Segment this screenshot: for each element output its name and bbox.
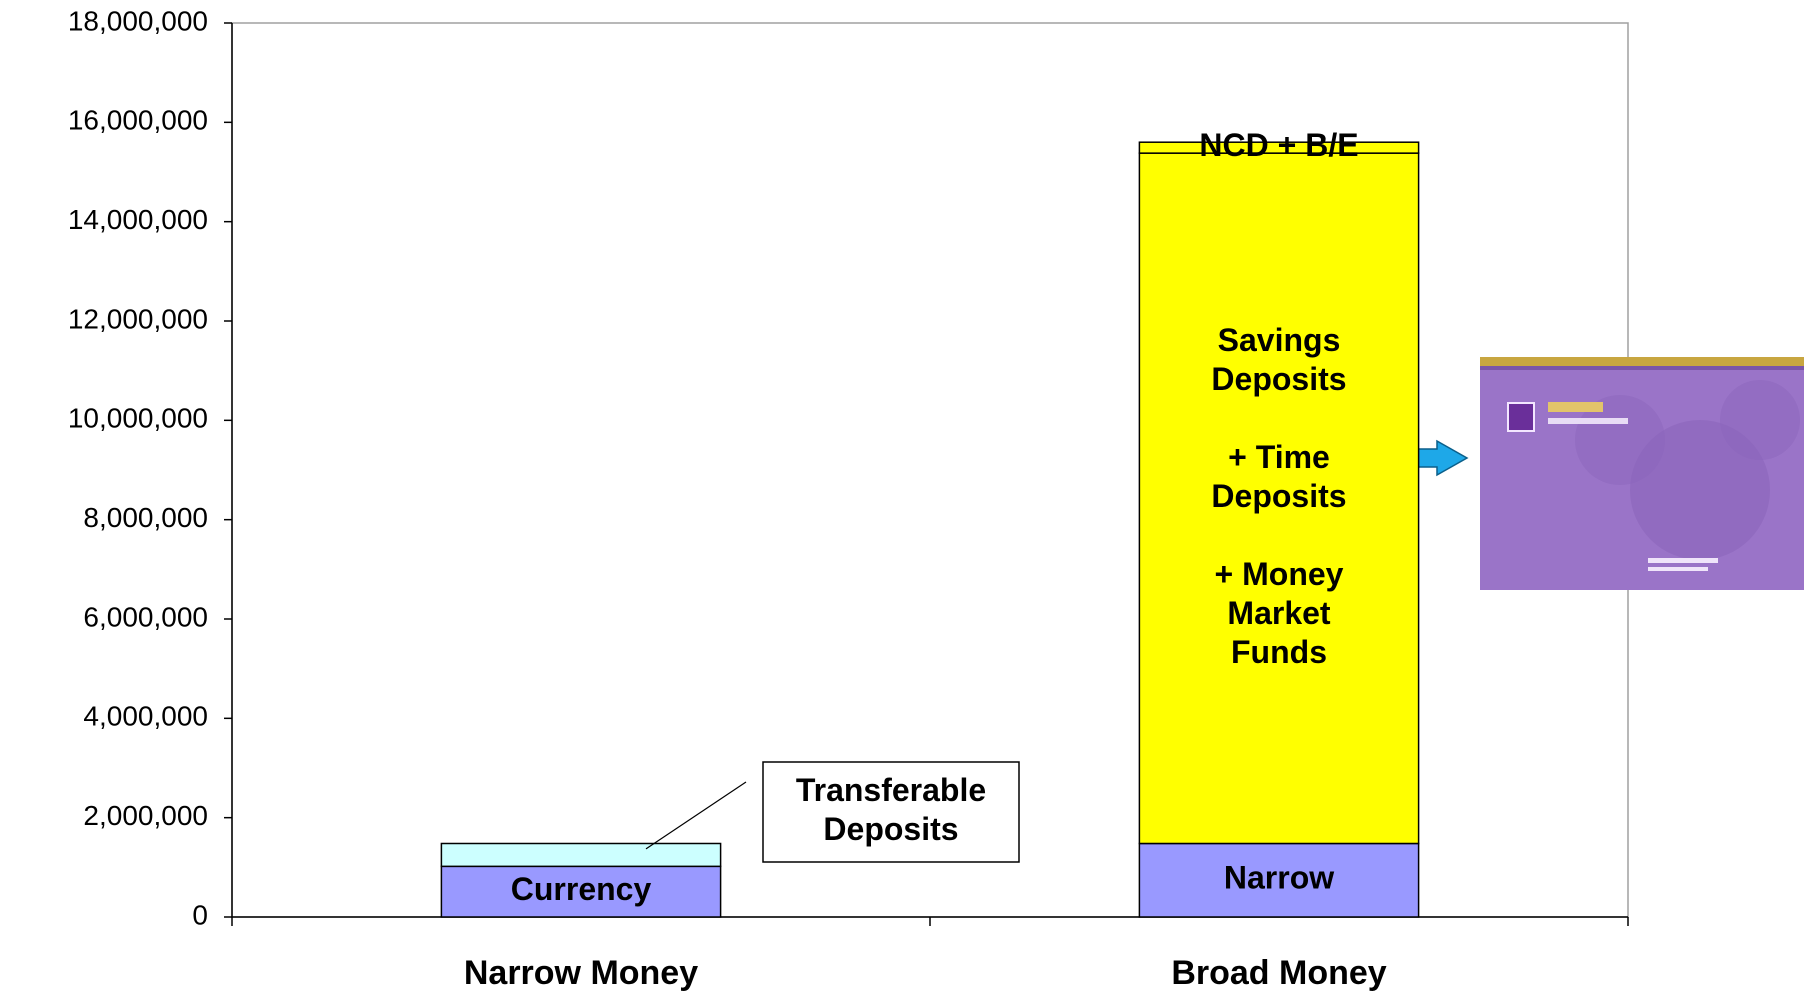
segment-label: NCD + B/E bbox=[1199, 127, 1358, 163]
passbook-pattern bbox=[1720, 380, 1800, 460]
y-tick-label: 0 bbox=[192, 899, 208, 930]
passbook-band bbox=[1480, 366, 1804, 370]
y-tick-label: 14,000,000 bbox=[68, 204, 208, 235]
segment-label: Savings bbox=[1218, 322, 1341, 358]
passbook-stripe bbox=[1480, 357, 1804, 366]
passbook-logo-text bbox=[1548, 418, 1628, 424]
y-tick-label: 10,000,000 bbox=[68, 403, 208, 434]
x-tick-label: Broad Money bbox=[1171, 954, 1386, 992]
segment-label: + Money bbox=[1215, 556, 1344, 592]
y-tick-label: 8,000,000 bbox=[83, 502, 208, 533]
y-tick-label: 12,000,000 bbox=[68, 303, 208, 334]
segment-label: Funds bbox=[1231, 634, 1327, 670]
bar-segment bbox=[441, 843, 720, 866]
y-tick-label: 18,000,000 bbox=[68, 5, 208, 36]
segment-label: Market bbox=[1227, 595, 1331, 631]
passbook-caption bbox=[1648, 567, 1708, 571]
y-tick-label: 2,000,000 bbox=[83, 800, 208, 831]
passbook-image bbox=[1480, 357, 1804, 590]
segment-label: Narrow bbox=[1224, 860, 1334, 896]
segment-label: Currency bbox=[511, 871, 652, 907]
x-tick-label: Narrow Money bbox=[464, 954, 698, 992]
passbook-logo-mark bbox=[1548, 402, 1603, 412]
passbook-caption bbox=[1648, 558, 1718, 563]
y-tick-label: 16,000,000 bbox=[68, 105, 208, 136]
y-tick-label: 4,000,000 bbox=[83, 701, 208, 732]
segment-label: Deposits bbox=[1211, 361, 1346, 397]
segment-label: Transferable bbox=[796, 772, 986, 808]
y-tick-label: 6,000,000 bbox=[83, 601, 208, 632]
passbook-logo bbox=[1508, 403, 1534, 431]
segment-label: Deposits bbox=[823, 811, 958, 847]
segment-label: + Time bbox=[1228, 439, 1330, 475]
chart: 0 2,000,000 4,000,000 6,000,000 8,000,000 10,… bbox=[0, 0, 1804, 994]
segment-label: Deposits bbox=[1211, 478, 1346, 514]
